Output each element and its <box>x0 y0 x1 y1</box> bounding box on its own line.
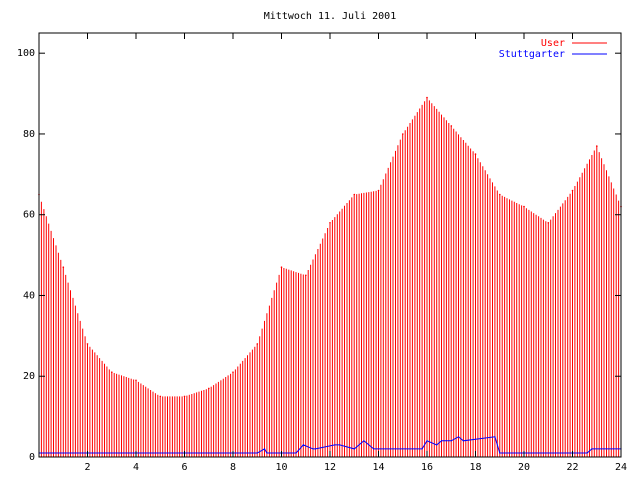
y-tick-label: 100 <box>17 48 35 59</box>
stuttgarter-point <box>339 444 341 446</box>
stuttgarter-point <box>426 440 428 442</box>
user-point <box>208 387 210 390</box>
x-tick-label: 22 <box>566 462 578 473</box>
user-point <box>256 343 259 345</box>
stuttgarter-point <box>302 444 304 446</box>
x-tick-label: 20 <box>518 462 530 473</box>
user-point <box>596 145 598 147</box>
y-tick-label: 0 <box>29 452 35 463</box>
user-bars <box>38 96 622 457</box>
stuttgarter-point <box>586 452 588 454</box>
user-point <box>426 96 428 99</box>
x-tick-label: 16 <box>421 462 433 473</box>
x-tick-label: 24 <box>615 462 627 473</box>
user-point <box>183 395 186 398</box>
x-tick-label: 14 <box>372 462 384 473</box>
stuttgarter-point <box>457 436 460 438</box>
user-point <box>159 395 162 398</box>
x-tick-label: 6 <box>181 462 187 473</box>
x-tick-label: 12 <box>324 462 336 473</box>
stuttgarter-point <box>353 448 355 450</box>
user-point <box>450 125 453 127</box>
stuttgarter-point <box>263 448 266 450</box>
stuttgarter-point <box>494 436 496 438</box>
user-point <box>523 205 525 208</box>
user-point <box>329 222 331 224</box>
stuttgarter-point <box>314 448 317 450</box>
y-tick-label: 60 <box>23 210 35 221</box>
user-point <box>571 189 574 192</box>
user-point <box>353 193 356 196</box>
legend-label-stuttgarter: Stuttgarter <box>499 49 565 60</box>
stuttgarter-point <box>450 440 452 442</box>
user-point <box>111 371 113 374</box>
user-point <box>305 274 307 277</box>
user-point <box>62 266 65 269</box>
user-point <box>280 266 283 269</box>
user-point <box>232 371 234 374</box>
stuttgarter-point <box>334 444 336 446</box>
stuttgarter-point <box>462 440 464 442</box>
user-point <box>547 222 550 224</box>
y-tick-label: 80 <box>23 129 35 140</box>
stuttgarter-point <box>256 452 258 454</box>
legend-label-user: User <box>541 38 565 49</box>
stuttgarter-point <box>363 440 365 442</box>
y-tick-label: 20 <box>23 371 35 382</box>
x-tick-label: 8 <box>230 462 236 473</box>
x-tick-label: 18 <box>469 462 481 473</box>
stuttgarter-point <box>499 452 501 454</box>
user-point <box>474 153 477 155</box>
stuttgarter-point <box>266 452 268 454</box>
stuttgarter-point <box>312 448 314 450</box>
user-point <box>135 379 137 382</box>
user-point <box>86 343 89 345</box>
stuttgarter-point <box>441 440 443 442</box>
legend: User Stuttgarter <box>499 38 607 60</box>
stuttgarter-point <box>373 448 375 450</box>
x-tick-label: 4 <box>133 462 139 473</box>
stuttgarter-point <box>436 444 438 446</box>
x-tick-label: 10 <box>275 462 287 473</box>
user-point <box>402 133 404 135</box>
user-point <box>499 193 501 196</box>
stuttgarter-point <box>421 448 423 450</box>
user-point <box>377 189 380 192</box>
stuttgarter-point <box>295 452 297 454</box>
stuttgarter-point <box>591 448 593 450</box>
y-tick-label: 40 <box>23 290 35 301</box>
chart-title: Mittwoch 11. Juli 2001 <box>264 11 396 22</box>
x-tick-label: 2 <box>84 462 90 473</box>
